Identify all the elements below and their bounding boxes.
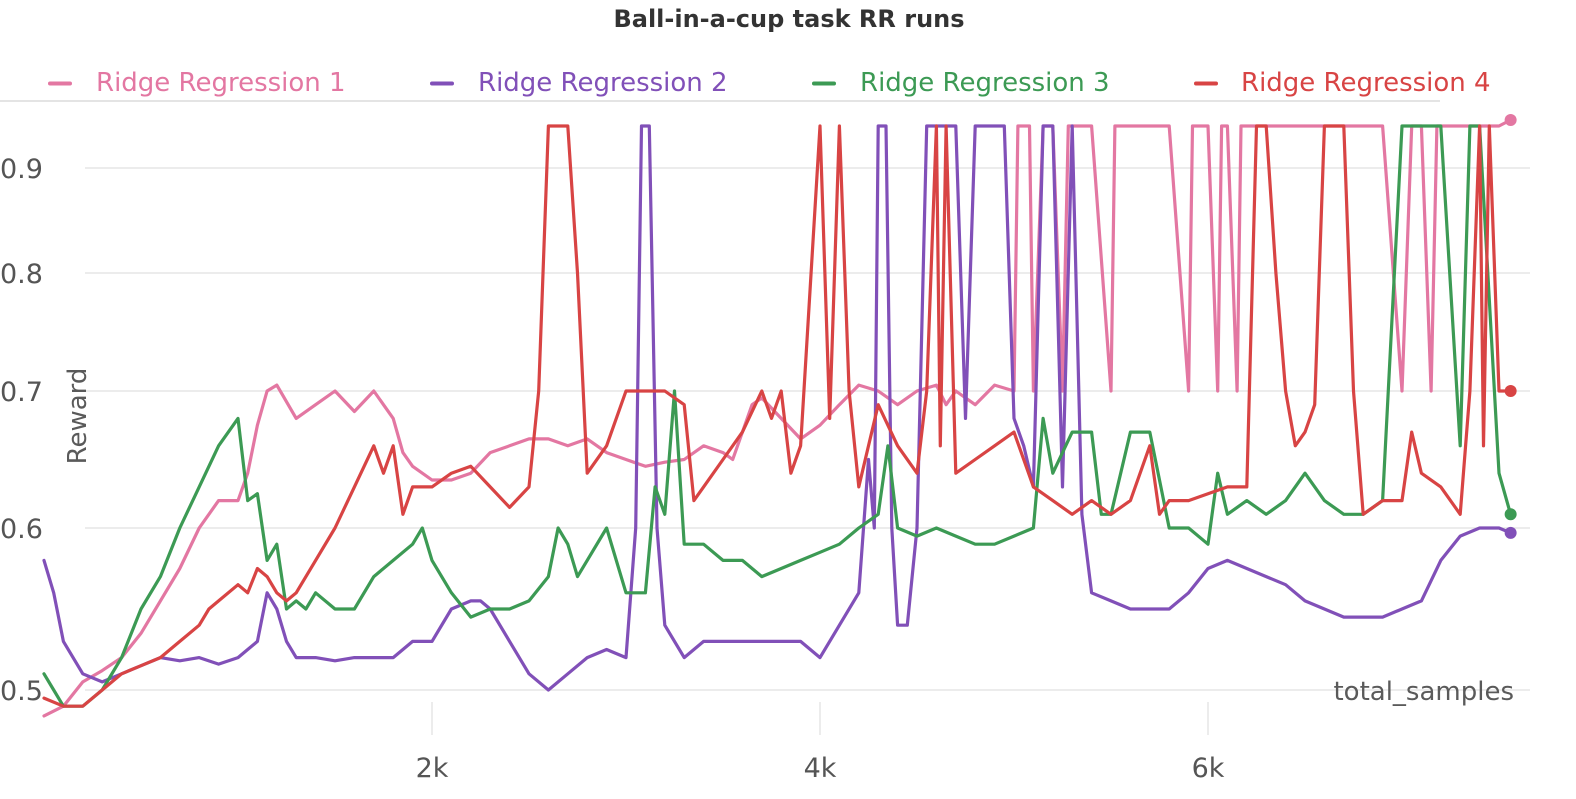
- legend-item-3[interactable]: Ridge Regression 3: [812, 68, 1110, 98]
- legend-item-4[interactable]: Ridge Regression 4: [1194, 68, 1491, 98]
- x-gridlines: [431, 702, 1209, 735]
- chart-title: Ball-in-a-cup task RR runs: [613, 5, 964, 33]
- legend-label-4: Ridge Regression 4: [1241, 68, 1491, 98]
- y-tick-labels: 0.5 0.6 0.7 0.8 0.9: [0, 154, 43, 707]
- series-endpoint-3: [1504, 508, 1517, 521]
- legend-label-1: Ridge Regression 1: [96, 68, 346, 98]
- x-tick-labels: 2k 4k 6k: [416, 753, 1225, 784]
- y-axis-label: Reward: [63, 368, 93, 465]
- y-gridlines: [85, 167, 1530, 691]
- legend: Ridge Regression 1 Ridge Regression 2 Ri…: [48, 68, 1491, 98]
- x-tick-label: 2k: [416, 753, 449, 784]
- legend-swatch-3: [812, 81, 836, 86]
- y-tick-label: 0.6: [0, 514, 43, 545]
- series-endpoint-2: [1504, 526, 1517, 539]
- legend-item-2[interactable]: Ridge Regression 2: [430, 68, 728, 98]
- y-tick-label: 0.8: [0, 259, 43, 290]
- series-layer: [42, 118, 1513, 718]
- x-tick-label: 4k: [804, 753, 837, 784]
- series-line-3: [42, 124, 1513, 708]
- legend-label-2: Ridge Regression 2: [478, 68, 728, 98]
- legend-item-1[interactable]: Ridge Regression 1: [48, 68, 346, 98]
- series-line-2: [42, 124, 1513, 692]
- x-axis-label: total_samples: [1333, 677, 1514, 707]
- series-endpoint-1: [1504, 114, 1517, 126]
- series-line-1: [42, 118, 1513, 718]
- legend-label-3: Ridge Regression 3: [860, 68, 1110, 98]
- legend-swatch-4: [1194, 81, 1218, 86]
- legend-swatch-1: [48, 81, 72, 86]
- x-tick-label: 6k: [1192, 753, 1225, 784]
- series-line-4: [42, 124, 1513, 708]
- y-tick-label: 0.9: [0, 154, 43, 185]
- y-tick-label: 0.5: [0, 676, 43, 707]
- y-tick-label: 0.7: [0, 377, 43, 408]
- series-endpoint-4: [1504, 385, 1517, 397]
- series-endpoints: [1504, 114, 1517, 539]
- legend-swatch-2: [430, 81, 454, 86]
